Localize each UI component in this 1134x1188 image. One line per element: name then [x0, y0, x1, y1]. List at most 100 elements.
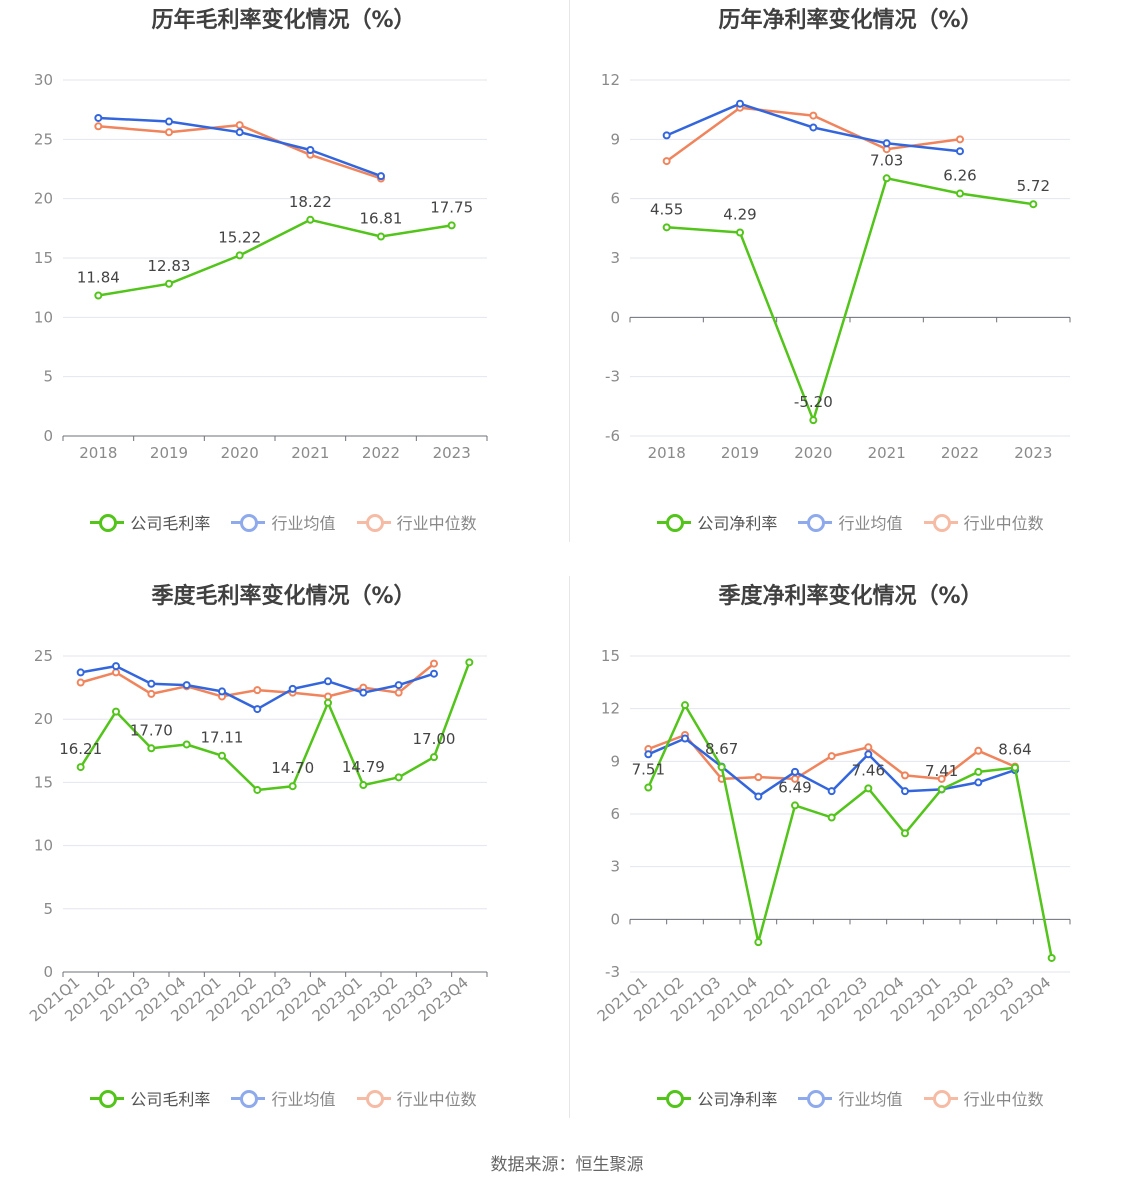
legend-item-company[interactable]: 公司净利率 — [657, 510, 777, 534]
legend-item-median[interactable]: 行业中位数 — [923, 510, 1044, 534]
data-point-company[interactable] — [447, 221, 456, 230]
data-point-company[interactable] — [288, 782, 297, 791]
data-point-company[interactable] — [218, 751, 226, 760]
data-point-avg[interactable] — [147, 679, 156, 688]
data-point-company[interactable] — [394, 773, 403, 782]
data-point-median[interactable] — [956, 135, 964, 144]
data-point-company[interactable] — [182, 740, 191, 749]
data-point-median[interactable] — [864, 743, 873, 752]
data-point-avg[interactable] — [377, 172, 385, 181]
data-point-company[interactable] — [253, 785, 262, 794]
data-point-median[interactable] — [324, 692, 332, 701]
data-point-company[interactable] — [644, 783, 653, 792]
data-point-median[interactable] — [112, 668, 120, 677]
legend-item-avg[interactable]: 行业均值 — [798, 510, 903, 534]
data-point-avg[interactable] — [791, 767, 799, 776]
series-line-company — [647, 703, 1053, 959]
data-point-company[interactable] — [76, 763, 85, 772]
data-point-median[interactable] — [754, 773, 763, 782]
data-point-avg[interactable] — [165, 117, 173, 126]
data-point-avg[interactable] — [182, 681, 191, 690]
legend-item-company[interactable]: 公司净利率 — [657, 1086, 777, 1110]
data-point-avg[interactable] — [76, 668, 85, 677]
data-point-company[interactable] — [306, 215, 315, 224]
data-point-company[interactable] — [882, 174, 891, 183]
legend-item-avg[interactable]: 行业均值 — [231, 1086, 336, 1110]
data-point-median[interactable] — [165, 128, 173, 137]
data-point-company[interactable] — [1029, 200, 1038, 209]
data-point-avg[interactable] — [754, 792, 763, 801]
data-point-avg[interactable] — [827, 787, 836, 796]
data-point-avg[interactable] — [288, 684, 297, 693]
data-point-median[interactable] — [430, 659, 438, 668]
data-point-company[interactable] — [165, 279, 173, 288]
data-point-company[interactable] — [465, 658, 474, 667]
data-point-avg[interactable] — [430, 669, 438, 678]
data-point-company[interactable] — [864, 784, 873, 793]
data-point-median[interactable] — [791, 774, 799, 783]
data-point-avg[interactable] — [94, 113, 103, 122]
legend-item-avg[interactable]: 行业均值 — [231, 510, 336, 534]
data-point-company[interactable] — [754, 938, 763, 947]
data-point-avg[interactable] — [324, 677, 332, 686]
legend-item-median[interactable]: 行业中位数 — [356, 510, 477, 534]
data-point-avg[interactable] — [864, 750, 873, 759]
data-point-company[interactable] — [430, 753, 438, 762]
data-point-median[interactable] — [235, 121, 244, 130]
data-point-company[interactable] — [94, 291, 103, 300]
data-point-median[interactable] — [662, 157, 671, 166]
data-label: 14.70 — [271, 759, 314, 777]
data-point-avg[interactable] — [956, 147, 964, 156]
data-point-company[interactable] — [736, 228, 744, 237]
data-point-avg[interactable] — [394, 681, 403, 690]
data-point-avg[interactable] — [235, 128, 244, 137]
data-point-avg[interactable] — [359, 688, 368, 697]
data-point-company[interactable] — [717, 763, 726, 772]
legend-item-median[interactable]: 行业中位数 — [356, 1086, 477, 1110]
data-point-median[interactable] — [827, 752, 836, 761]
chart-svg-annual-net: -6 -3 0 3 6 9 12 2018 2019 2020 2021 2022 2023 4.55 4.… — [601, 71, 1071, 462]
data-point-avg[interactable] — [901, 787, 909, 796]
data-point-company[interactable] — [662, 223, 671, 232]
data-point-median[interactable] — [253, 686, 262, 695]
data-point-company[interactable] — [235, 251, 244, 260]
data-point-avg[interactable] — [882, 139, 891, 148]
data-point-avg[interactable] — [644, 750, 653, 759]
data-point-company[interactable] — [681, 701, 689, 710]
legend-item-company[interactable]: 公司毛利率 — [90, 510, 210, 534]
legend-item-median[interactable]: 行业中位数 — [923, 1086, 1044, 1110]
data-point-company[interactable] — [809, 416, 818, 425]
legend-item-avg[interactable]: 行业均值 — [798, 1086, 903, 1110]
data-point-avg[interactable] — [218, 687, 226, 696]
data-point-company[interactable] — [112, 707, 120, 716]
data-point-avg[interactable] — [974, 778, 983, 787]
data-point-median[interactable] — [394, 688, 403, 697]
data-point-avg[interactable] — [809, 123, 818, 132]
data-point-company[interactable] — [359, 781, 368, 790]
data-point-company[interactable] — [147, 744, 156, 753]
data-point-avg[interactable] — [306, 146, 315, 155]
data-point-company[interactable] — [827, 813, 836, 822]
data-point-avg[interactable] — [112, 662, 120, 671]
data-point-company[interactable] — [937, 785, 946, 794]
data-point-company[interactable] — [901, 829, 909, 838]
legend-item-company[interactable]: 公司毛利率 — [90, 1086, 210, 1110]
data-point-median[interactable] — [809, 111, 818, 120]
data-point-median[interactable] — [901, 771, 909, 780]
data-point-avg[interactable] — [662, 131, 671, 140]
data-point-company[interactable] — [1011, 763, 1019, 772]
data-point-company[interactable] — [974, 767, 983, 776]
data-point-median[interactable] — [974, 746, 983, 755]
data-point-company[interactable] — [377, 232, 385, 241]
data-point-company[interactable] — [791, 801, 799, 810]
data-point-avg[interactable] — [253, 705, 262, 714]
data-point-median[interactable] — [94, 122, 103, 131]
data-point-company[interactable] — [956, 189, 964, 198]
data-point-avg[interactable] — [681, 734, 689, 743]
data-point-company[interactable] — [1047, 953, 1056, 962]
data-point-median[interactable] — [76, 678, 85, 687]
data-point-median[interactable] — [937, 774, 946, 783]
data-point-avg[interactable] — [736, 99, 744, 108]
data-point-company[interactable] — [324, 698, 332, 707]
data-point-median[interactable] — [147, 689, 156, 698]
